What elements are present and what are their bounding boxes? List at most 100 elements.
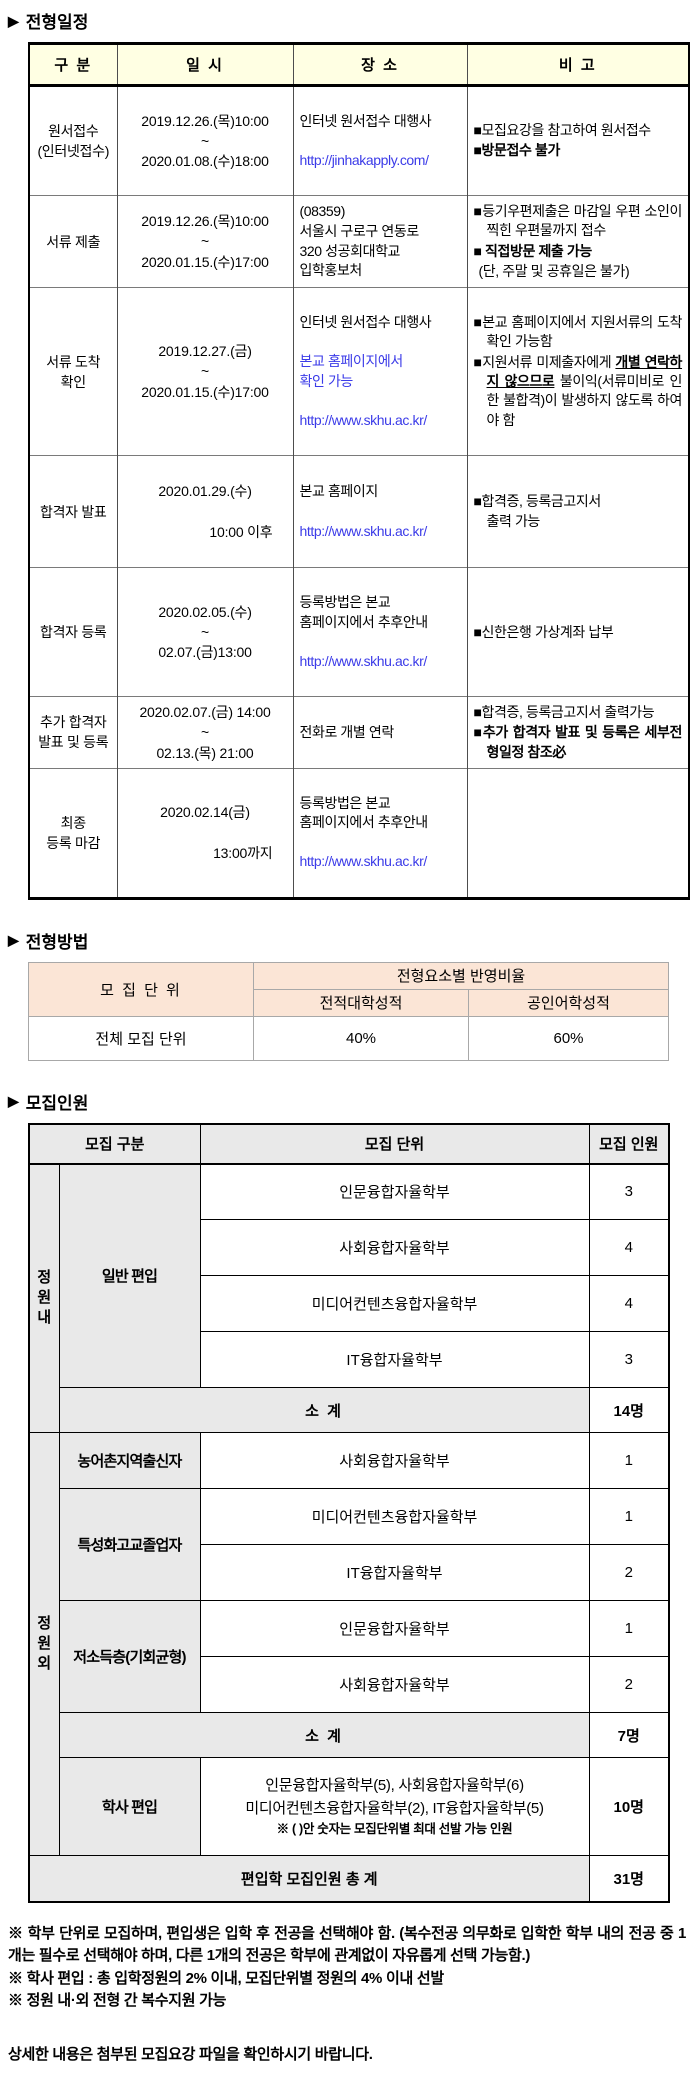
bachelor-transfer-label: 학사 편입 [58, 1757, 201, 1857]
vocational-label: 특성화고교졸업자 [58, 1488, 201, 1602]
subtotal-label: 소 계 [58, 1387, 590, 1434]
remarks-cell: ■등기우편제출은 마감일 우편 소인이 찍힌 우편물까지 접수 ■ 직접방문 제… [466, 194, 689, 288]
remark-item: ■합격증, 등록금고지서 출력 가능 [473, 493, 602, 529]
skhu-link[interactable]: http://www.skhu.ac.kr/ [299, 652, 428, 669]
skhu-link[interactable]: http://www.skhu.ac.kr/ [299, 853, 428, 870]
in-quota-label: 정 원 내 [28, 1163, 60, 1434]
category-cell: 원서접수 (인터넷접수) [29, 85, 117, 196]
bachelor-units-line: 미디어컨텐츠융합자율학부(2), IT융합자율학부(5) [245, 1799, 544, 1817]
bachelor-count: 10명 [588, 1757, 670, 1857]
count-cell: 3 [588, 1163, 670, 1221]
remark-item: ■모집요강을 참고하여 원서접수 [473, 122, 652, 139]
general-transfer-label: 일반 편입 [58, 1163, 201, 1389]
schedule-row-final-deadline: 최종 등록 마감 2020.02.14(금) 13:00까지 등록방법은 본교 … [29, 767, 689, 899]
count-cell: 4 [588, 1219, 670, 1277]
schedule-row-announcement: 합격자 발표 2020.01.29.(수) 10:00 이후 본교 홈페이지 h… [29, 454, 689, 568]
remark-emphasis: 개별 연락하지 않으므로 [486, 353, 683, 390]
jinhak-link[interactable]: http://jinhakapply.com/ [299, 151, 429, 168]
schedule-header-remarks: 비 고 [466, 43, 689, 87]
date-text: 2020.02.14(금) [160, 804, 250, 821]
method-unit-header: 모 집 단 위 [28, 961, 254, 1017]
schedule-header-row: 구 분 일 시 장 소 비 고 [29, 43, 689, 87]
place-cell: 인터넷 원서접수 대행사 본교 홈페이지에서 확인 가능 http://www.… [292, 287, 467, 456]
remark-item: (단, 주말 및 공휴일은 불가) [478, 262, 630, 279]
quota-row: 저소득층(기회균형) 인문융합자율학부 1 [29, 1600, 670, 1714]
remark-item: ■추가 합격자 발표 및 등록은 세부전형일정 참조必 [473, 724, 683, 760]
remark-item: ■지원서류 미제출자에게 개별 연락하지 않으므로 불이익(서류미비로 인한 불… [474, 353, 683, 430]
method-ratio-header: 전형요소별 반영비율 [253, 961, 669, 990]
place-cell: 전화로 개별 연락 [292, 696, 467, 769]
schedule-title-text: 전형일정 [25, 13, 89, 32]
category-cell: 최종 등록 마감 [29, 767, 117, 899]
quota-subtotal-in-row: 소 계 14명 [29, 1387, 670, 1434]
unit-cell: 미디어컨텐츠융합자율학부 [199, 1275, 590, 1333]
category-cell: 서류 제출 [29, 194, 117, 288]
section-title-method: ▶ 전형방법 [8, 928, 690, 953]
skhu-link[interactable]: http://www.skhu.ac.kr/ [299, 522, 428, 539]
quota-subtotal-out-row: 소 계 7명 [29, 1712, 670, 1759]
schedule-row-registration: 합격자 등록 2020.02.05.(수) ~ 02.07.(금)13:00 등… [29, 567, 689, 697]
triangle-marker-icon: ▶ [8, 932, 19, 949]
skhu-link[interactable]: http://www.skhu.ac.kr/ [299, 411, 428, 428]
place-cell: 등록방법은 본교 홈페이지에서 추후안내 http://www.skhu.ac.… [292, 567, 467, 697]
method-header-row1: 모 집 단 위 전형요소별 반영비율 [28, 961, 669, 1017]
method-data-row: 전체 모집 단위 40% 60% [28, 1015, 669, 1061]
place-cell: (08359) 서울시 구로구 연동로 320 성공회대학교 입학홍보처 [292, 194, 467, 288]
place-text: 인터넷 원서접수 대행사 [299, 112, 432, 129]
method-header-row2: 전적대학성적 공인어학성적 [29, 988, 669, 1017]
method-subheader-language: 공인어학성적 [468, 988, 669, 1017]
section-title-quota: ▶ 모집인원 [8, 1089, 690, 1114]
place-cell: 인터넷 원서접수 대행사 http://jinhakapply.com/ [292, 85, 467, 196]
low-income-label: 저소득층(기회균형) [58, 1600, 201, 1714]
datetime-cell: 2019.12.26.(목)10:00 ~ 2020.01.15.(수)17:0… [116, 194, 293, 288]
quota-header-group: 모집 구분 [28, 1123, 201, 1165]
unit-cell: 인문융합자율학부 [199, 1600, 590, 1658]
schedule-header-datetime: 일 시 [116, 43, 293, 87]
quota-row: 사회융합자율학부 2 [29, 1656, 670, 1714]
schedule-header-place: 장 소 [292, 43, 467, 87]
remarks-cell [466, 767, 689, 899]
remarks-cell: ■모집요강을 참고하여 원서접수 ■방문접수 불가 [466, 85, 689, 196]
total-count: 31명 [588, 1855, 670, 1903]
datetime-cell: 2020.02.05.(수) ~ 02.07.(금)13:00 [116, 567, 293, 697]
note-line: ※ 학사 편입 : 총 입학정원의 2% 이내, 모집단위별 정원의 4% 이내… [8, 1969, 444, 1987]
out-quota-label: 정 원 외 [28, 1432, 60, 1857]
method-row-label: 전체 모집 단위 [28, 1015, 254, 1061]
place-text: 등록방법은 본교 홈페이지에서 추후안내 [299, 594, 429, 630]
triangle-marker-icon: ▶ [8, 12, 19, 29]
quota-total-row: 편입학 모집인원 총 계 31명 [28, 1855, 670, 1903]
remark-item: ■합격증, 등록금고지서 출력가능 [473, 704, 655, 721]
unit-cell: 사회융합자율학부 [199, 1432, 590, 1490]
schedule-row-application: 원서접수 (인터넷접수) 2019.12.26.(목)10:00 ~ 2020.… [29, 85, 689, 196]
unit-cell: 사회융합자율학부 [199, 1219, 590, 1277]
remarks-cell: ■신한은행 가상계좌 납부 [466, 567, 689, 697]
remark-item: ■신한은행 가상계좌 납부 [473, 623, 614, 640]
remark-text: ■지원서류 미제출자에게 [473, 353, 616, 370]
category-cell: 합격자 등록 [29, 567, 117, 697]
remarks-cell: ■본교 홈페이지에서 지원서류의 도착 확인 가능함 ■지원서류 미제출자에게 … [466, 287, 689, 456]
unit-cell: IT융합자율학부 [199, 1331, 590, 1389]
remark-item: ■본교 홈페이지에서 지원서류의 도착 확인 가능함 [473, 314, 683, 350]
date-text: 13:00까지 [213, 844, 273, 861]
quota-row: IT융합자율학부 2 [29, 1544, 670, 1602]
quota-row: 특성화고교졸업자 미디어컨텐츠융합자율학부 1 [29, 1488, 670, 1602]
schedule-row-arrival-check: 서류 도착 확인 2019.12.27.(금) ~ 2020.01.15.(수)… [29, 287, 689, 456]
schedule-row-additional: 추가 합격자 발표 및 등록 2020.02.07.(금) 14:00 ~ 02… [29, 696, 689, 769]
place-cell: 본교 홈페이지 http://www.skhu.ac.kr/ [292, 454, 467, 568]
category-cell: 서류 도착 확인 [29, 287, 117, 456]
datetime-cell: 2019.12.27.(금) ~ 2020.01.15.(수)17:00 [116, 287, 293, 456]
footer-note: 상세한 내용은 첨부된 모집요강 파일을 확인하시기 바랍니다. [8, 2045, 373, 2063]
remarks-cell: ■합격증, 등록금고지서 출력 가능 [466, 454, 689, 568]
method-language-ratio: 60% [468, 1015, 669, 1061]
datetime-cell: 2020.02.14(금) 13:00까지 [116, 767, 293, 899]
triangle-marker-icon: ▶ [8, 1093, 19, 1110]
category-cell: 합격자 발표 [29, 454, 117, 568]
count-cell: 2 [588, 1656, 670, 1714]
quota-row: IT융합자율학부 3 [29, 1331, 670, 1389]
quota-row: 사회융합자율학부 4 [29, 1219, 670, 1277]
method-title-text: 전형방법 [25, 932, 89, 952]
datetime-cell: 2020.02.07.(금) 14:00 ~ 02.13.(목) 21:00 [116, 696, 293, 769]
schedule-header-category: 구 분 [29, 43, 117, 87]
bachelor-note: ※ ( )안 숫자는 모집단위별 최대 선발 가능 인원 [276, 1822, 513, 1837]
place-text: 등록방법은 본교 홈페이지에서 추후안내 [299, 794, 429, 831]
